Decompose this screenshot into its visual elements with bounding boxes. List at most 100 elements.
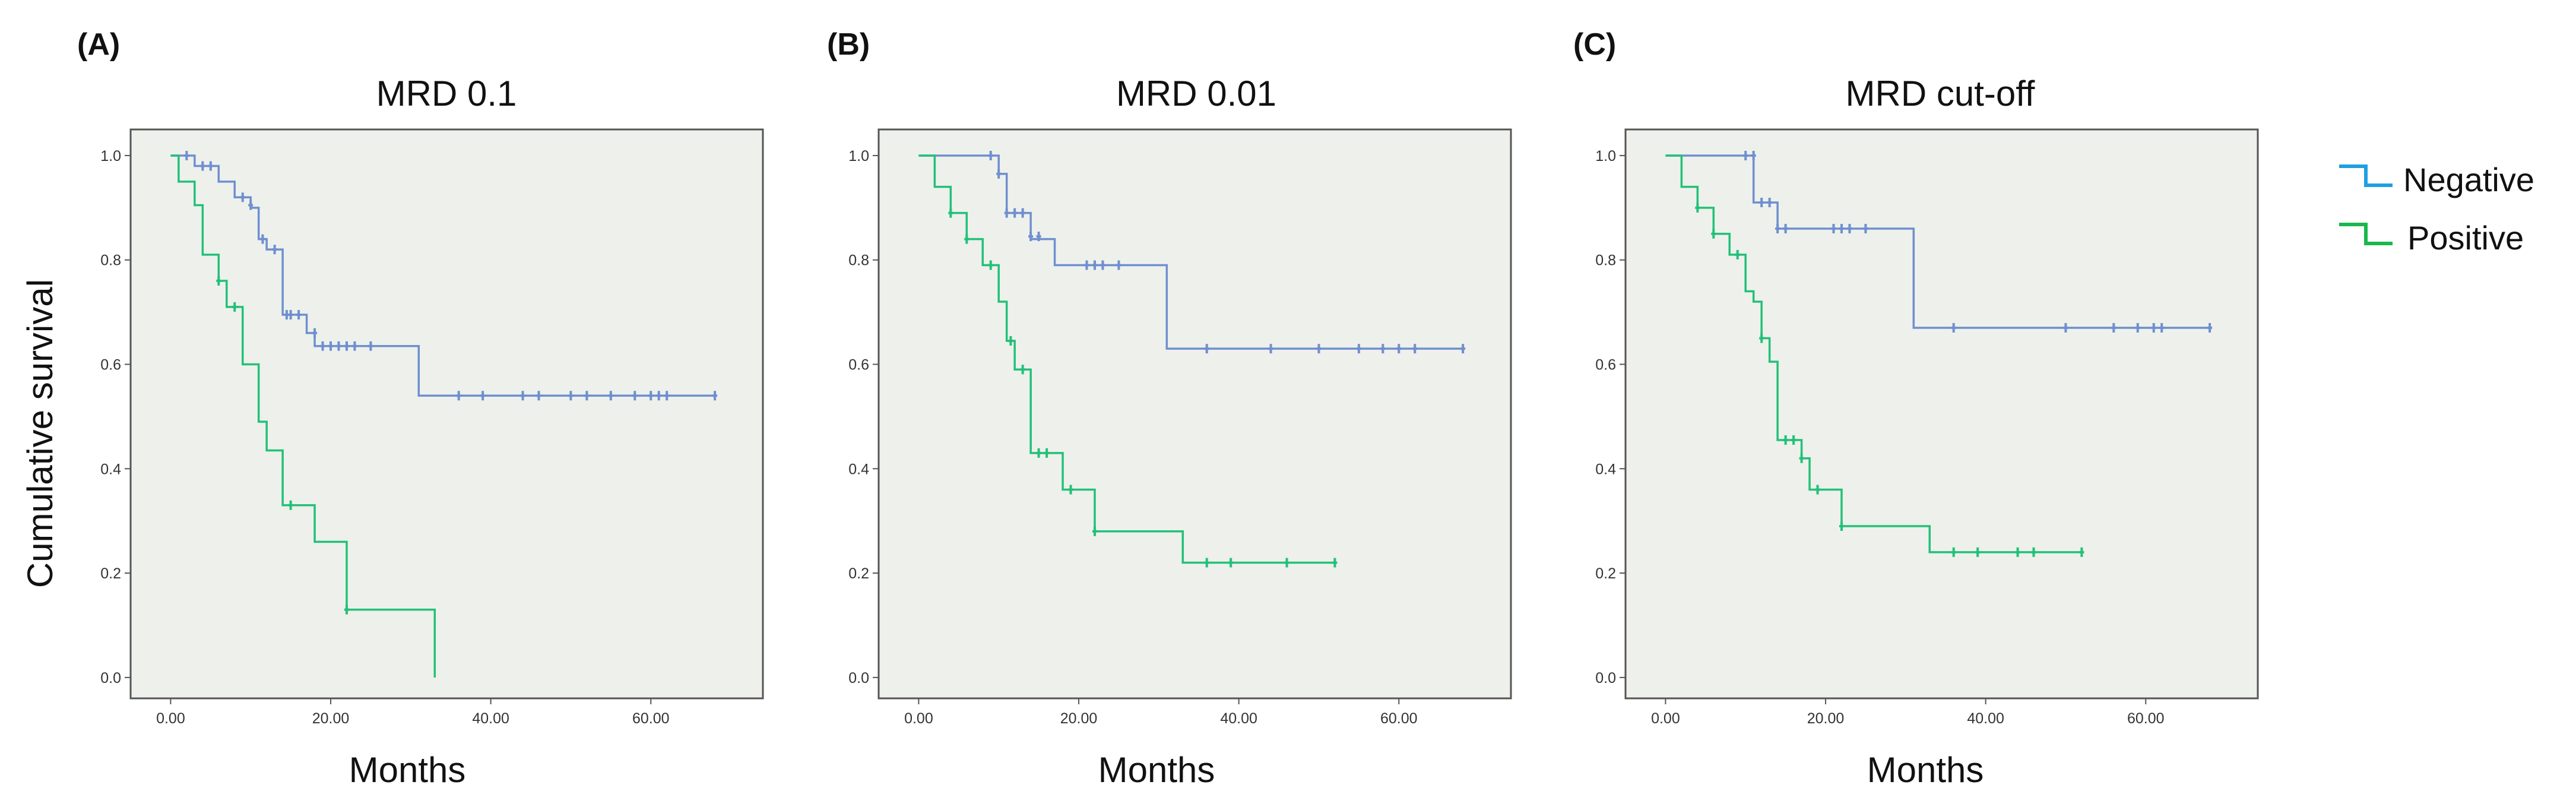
censor-mark-negative [328, 341, 334, 351]
censor-mark-positive [1036, 448, 1041, 458]
y-tick-label: 0.2 [848, 565, 869, 582]
censor-mark-negative [1839, 223, 1844, 233]
survival-curve-positive [170, 154, 436, 678]
y-tick-label: 0.6 [848, 357, 869, 374]
censor-mark-negative [1847, 223, 1852, 233]
y-tick-label: 0.6 [1595, 357, 1616, 374]
y-tick-label: 0.0 [100, 670, 121, 686]
panel-letter-c: (C) [1573, 27, 1616, 62]
censor-mark-negative [536, 391, 541, 401]
x-tick-label: 40.00 [472, 710, 509, 727]
censor-mark-positive [964, 234, 969, 244]
x-tick-label: 20.00 [312, 710, 350, 727]
series-group-b [918, 150, 1466, 568]
censor-mark-negative [288, 310, 293, 320]
censor-mark-positive [1092, 526, 1097, 536]
censor-mark-negative [632, 391, 638, 401]
censor-mark-negative [352, 341, 357, 351]
censor-mark-negative [1004, 208, 1009, 218]
censor-mark-negative [664, 391, 670, 401]
x-axis-label-c: Months [1867, 750, 1984, 790]
censor-mark-positive [1695, 202, 1700, 213]
x-tick-label: 40.00 [1967, 710, 2004, 727]
censor-mark-positive [988, 260, 993, 270]
y-tick-label: 0.4 [848, 461, 869, 477]
y-tick-label: 0.2 [100, 565, 121, 582]
censor-mark-negative [712, 391, 718, 401]
censor-mark-positive [288, 500, 293, 510]
y-tick-label: 0.8 [848, 252, 869, 269]
censor-mark-positive [1711, 229, 1716, 239]
censor-mark-positive [1204, 558, 1209, 568]
axis-ticks-c: 0.00 20.00 40.00 60.00 0.0 0.2 0.4 0.6 0.8 1.0 [1595, 148, 2164, 727]
censor-mark-negative [2159, 322, 2165, 333]
censor-mark-negative [1012, 208, 1018, 218]
legend: Negative Positive [2339, 161, 2534, 257]
censor-mark-positive [1068, 485, 1073, 495]
plot-area-b [877, 128, 1512, 700]
censor-mark-negative [2135, 322, 2140, 333]
censor-mark-negative [1751, 150, 1756, 160]
censor-mark-negative [1783, 223, 1788, 233]
censor-mark-positive [216, 276, 221, 286]
censor-mark-negative [996, 169, 1002, 179]
censor-mark-negative [988, 150, 993, 160]
censor-mark-positive [2015, 547, 2020, 557]
x-axis-label-a: Months [349, 750, 466, 790]
censor-mark-negative [2063, 322, 2068, 333]
censor-mark-positive [1799, 453, 1804, 463]
y-tick-label: 0.6 [100, 357, 121, 374]
x-tick-label: 0.00 [156, 710, 185, 727]
plot-area-c [1624, 128, 2259, 700]
legend-swatch-negative [2339, 164, 2393, 187]
censor-mark-positive [1735, 249, 1740, 260]
censor-mark-negative [1028, 232, 1034, 242]
censor-mark-positive [1284, 558, 1289, 568]
censor-mark-negative [1951, 322, 1956, 333]
y-tick-label: 1.0 [1595, 148, 1616, 164]
y-tick-label: 0.4 [100, 461, 121, 477]
censor-mark-positive [1759, 333, 1764, 343]
censor-mark-negative [248, 200, 254, 210]
censor-mark-positive [948, 208, 953, 218]
censor-mark-negative [1831, 223, 1836, 233]
panel-b: (B) MRD 0.01 0.00 20.00 40.00 60.000.00.20.… [827, 27, 1512, 790]
censor-mark-negative [1412, 344, 1418, 354]
panel-letter-a: (A) [77, 27, 120, 62]
censor-mark-negative [368, 341, 373, 351]
x-axis-label-b: Months [1098, 750, 1215, 790]
censor-mark-negative [608, 391, 613, 401]
censor-mark-positive [2079, 547, 2084, 557]
censor-mark-negative [1356, 344, 1361, 354]
censor-mark-positive [1008, 336, 1013, 346]
legend-label-negative: Negative [2403, 161, 2534, 198]
panel-letter-b: (B) [827, 27, 870, 62]
axis-ticks-b: 0.00 20.00 40.00 60.00 0.0 0.2 0.4 0.6 0.8 1.0 [848, 148, 1417, 727]
censor-mark-negative [1759, 198, 1764, 208]
x-tick-label: 20.00 [1060, 710, 1098, 727]
censor-mark-negative [240, 192, 245, 202]
censor-mark-negative [1316, 344, 1322, 354]
censor-mark-negative [568, 391, 573, 401]
censor-mark-positive [1020, 365, 1025, 375]
censor-mark-negative [1100, 260, 1105, 270]
censor-mark-negative [1116, 260, 1121, 270]
censor-mark-negative [480, 391, 486, 401]
y-tick-label: 0.2 [1595, 565, 1616, 582]
censor-mark-negative [344, 341, 349, 351]
censor-mark-negative [312, 328, 318, 338]
censor-mark-negative [1863, 223, 1868, 233]
x-tick-label: 0.00 [1651, 710, 1680, 727]
censor-mark-negative [2207, 322, 2213, 333]
x-tick-label: 0.00 [904, 710, 933, 727]
censor-mark-negative [260, 234, 265, 244]
censor-mark-negative [2111, 322, 2116, 333]
censor-mark-negative [284, 310, 289, 320]
censor-mark-positive [1975, 547, 1981, 557]
axis-ticks-a: 0.00 20.00 40.00 60.00 0.0 0.2 0.4 0.6 0.8 1.0 [100, 148, 669, 727]
censor-mark-negative [1743, 150, 1748, 160]
censor-mark-positive [1791, 435, 1796, 445]
survival-curve-negative [1665, 154, 2210, 329]
censor-mark-negative [2151, 322, 2156, 333]
